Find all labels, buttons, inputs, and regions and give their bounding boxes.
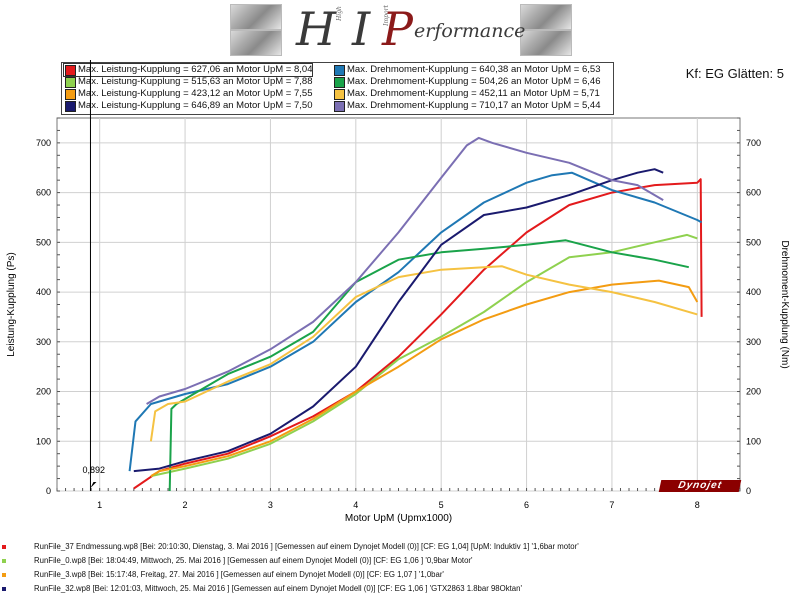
chart-grid bbox=[56, 117, 741, 492]
chart-series bbox=[128, 136, 703, 492]
legend-swatch bbox=[334, 101, 345, 112]
x-tick-label: 2 bbox=[183, 500, 188, 510]
legend-label: Max. Drehmoment-Kupplung = 504,26 an Mot… bbox=[347, 76, 601, 87]
y2-tick-label: 500 bbox=[746, 237, 761, 247]
legend-swatch bbox=[65, 101, 76, 112]
y-tick-label: 100 bbox=[36, 436, 51, 446]
logo-letter-h: H bbox=[296, 2, 337, 56]
chart-legend: Max. Leistung-Kupplung = 627,06 an Motor… bbox=[61, 62, 614, 115]
logo-text-rest: erformance bbox=[414, 20, 526, 42]
plot-frame bbox=[56, 117, 741, 492]
logo-photo bbox=[520, 30, 572, 56]
logo-photo bbox=[230, 30, 282, 56]
legend-item[interactable]: Max. Drehmoment-Kupplung = 640,38 an Mot… bbox=[333, 64, 600, 76]
y-tick-label: 600 bbox=[36, 188, 51, 198]
run-file-text: RunFile_32.wp8 [Bei: 12:01:03, Mittwoch,… bbox=[34, 584, 522, 593]
run-color-bullet bbox=[2, 587, 6, 591]
legend-label: Max. Drehmoment-Kupplung = 452,11 an Mot… bbox=[347, 88, 600, 99]
series-line bbox=[149, 265, 698, 442]
y2-tick-label: 600 bbox=[746, 188, 761, 198]
x-tick-label: 6 bbox=[524, 500, 529, 510]
y2-tick-label: 100 bbox=[746, 436, 761, 446]
run-file-text: RunFile_37 Endmessung.wp8 [Bei: 20:10:30… bbox=[34, 542, 579, 551]
series-line bbox=[150, 279, 699, 477]
logo-letter-i: I bbox=[352, 2, 371, 56]
legend-column: Max. Drehmoment-Kupplung = 640,38 an Mot… bbox=[333, 64, 600, 112]
y-tick-label: 300 bbox=[36, 337, 51, 347]
legend-item[interactable]: Max. Leistung-Kupplung = 423,12 an Motor… bbox=[64, 88, 312, 100]
y2-tick-label: 400 bbox=[746, 287, 761, 297]
legend-label: Max. Drehmoment-Kupplung = 640,38 an Mot… bbox=[347, 64, 601, 75]
run-color-bullet bbox=[2, 545, 6, 549]
logo-photo bbox=[230, 4, 282, 30]
rpm-marker-label: 0,892 bbox=[82, 465, 105, 475]
legend-swatch bbox=[65, 77, 76, 88]
legend-swatch bbox=[334, 65, 345, 76]
x-tick-label: 7 bbox=[609, 500, 614, 510]
series-line bbox=[133, 178, 703, 490]
legend-item[interactable]: Max. Leistung-Kupplung = 627,06 an Motor… bbox=[62, 63, 314, 77]
y-tick-label: 0 bbox=[46, 486, 51, 496]
x-tick-label: 4 bbox=[353, 500, 358, 510]
legend-item[interactable]: Max. Leistung-Kupplung = 646,89 an Motor… bbox=[64, 100, 312, 112]
series-line bbox=[128, 171, 703, 472]
legend-label: Max. Leistung-Kupplung = 515,63 an Motor… bbox=[78, 76, 313, 87]
run-file-text: RunFile_0.wp8 [Bei: 18:04:49, Mittwoch, … bbox=[34, 556, 473, 565]
logo-wordmark: H High I Import P erformance bbox=[290, 2, 525, 56]
legend-item[interactable]: Max. Drehmoment-Kupplung = 710,17 an Mot… bbox=[333, 100, 600, 112]
smoothing-label: Kf: EG Glätten: 5 bbox=[685, 66, 784, 81]
series-line bbox=[133, 168, 664, 473]
legend-column: Max. Leistung-Kupplung = 627,06 an Motor… bbox=[62, 63, 314, 112]
marker-arrow bbox=[90, 482, 97, 488]
y-axis-title: Leistung-Kupplung (Ps) bbox=[6, 252, 17, 357]
legend-item[interactable]: Max. Leistung-Kupplung = 515,63 an Motor… bbox=[64, 76, 312, 88]
y2-axis-title: Drehmoment-Kupplung (Nm) bbox=[779, 240, 790, 368]
x-tick-label: 5 bbox=[439, 500, 444, 510]
y2-tick-label: 300 bbox=[746, 337, 761, 347]
x-axis-title: Motor UpM (Upmx1000) bbox=[345, 513, 452, 524]
y-tick-label: 700 bbox=[36, 138, 51, 148]
y2-tick-label: 0 bbox=[746, 486, 751, 496]
run-file-text: RunFile_3.wp8 [Bei: 15:17:48, Freitag, 2… bbox=[34, 570, 444, 579]
x-tick-label: 8 bbox=[695, 500, 700, 510]
legend-item[interactable]: Max. Drehmoment-Kupplung = 504,26 an Mot… bbox=[333, 76, 600, 88]
legend-swatch bbox=[65, 89, 76, 100]
logo-letter-p: P bbox=[382, 2, 413, 56]
series-line bbox=[150, 233, 698, 478]
dynojet-logo: Dynojet bbox=[658, 480, 742, 492]
run-color-bullet bbox=[2, 573, 6, 577]
legend-label: Max. Leistung-Kupplung = 627,06 an Motor… bbox=[78, 64, 313, 75]
legend-label: Max. Drehmoment-Kupplung = 710,17 an Mot… bbox=[347, 100, 601, 111]
y-tick-label: 200 bbox=[36, 387, 51, 397]
legend-item[interactable]: Max. Drehmoment-Kupplung = 452,11 an Mot… bbox=[333, 88, 600, 100]
x-tick-label: 3 bbox=[268, 500, 273, 510]
legend-swatch bbox=[65, 65, 76, 76]
y2-tick-label: 200 bbox=[746, 387, 761, 397]
x-tick-label: 1 bbox=[97, 500, 102, 510]
legend-label: Max. Leistung-Kupplung = 423,12 an Motor… bbox=[78, 88, 313, 99]
legend-swatch bbox=[334, 89, 345, 100]
logo-photo bbox=[520, 4, 572, 30]
y2-tick-label: 700 bbox=[746, 138, 761, 148]
brand-logo: H High I Import P erformance bbox=[230, 2, 572, 56]
legend-swatch bbox=[334, 77, 345, 88]
y-tick-label: 500 bbox=[36, 237, 51, 247]
series-line bbox=[146, 136, 664, 405]
run-color-bullet bbox=[2, 559, 6, 563]
legend-label: Max. Leistung-Kupplung = 646,89 an Motor… bbox=[78, 100, 313, 111]
y-tick-label: 400 bbox=[36, 287, 51, 297]
